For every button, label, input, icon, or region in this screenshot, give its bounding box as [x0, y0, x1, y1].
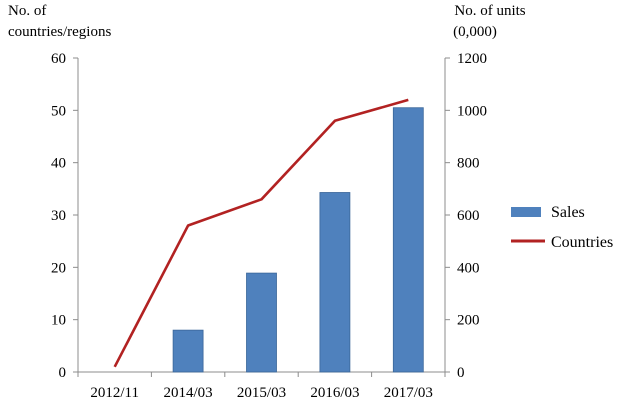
y-left-axis-title-line1: No. of — [8, 3, 46, 19]
x-tick-label: 2015/03 — [237, 385, 286, 401]
line-countries — [113, 98, 409, 368]
y-right-axis-title-line2: (0,000) — [453, 24, 497, 40]
y-right-tick-label: 1000 — [457, 103, 487, 119]
y-left-tick-label: 0 — [59, 365, 67, 381]
y-left-tick-label: 20 — [51, 260, 66, 276]
x-tick-label: 2016/03 — [310, 385, 359, 401]
x-tick-label: 2012/11 — [90, 385, 139, 401]
x-tick-label: 2017/03 — [384, 385, 433, 401]
y-left-tick-label: 40 — [51, 156, 66, 172]
bar-sales — [246, 272, 277, 373]
y-right-tick-label: 0 — [457, 365, 465, 381]
bar-sales — [319, 192, 351, 373]
y-left-axis-title-line2: countries/regions — [8, 24, 111, 40]
y-right-tick-label: 1200 — [457, 51, 487, 67]
y-left-tick-label: 30 — [51, 208, 66, 224]
y-right-axis-title-line1: No. of units — [454, 3, 525, 19]
y-right-tick-label: 200 — [457, 313, 480, 329]
plot-area: 01020304050600200400600800100012002012/1… — [51, 51, 487, 401]
y-left-tick-label: 60 — [51, 51, 66, 67]
legend-countries-label: Countries — [551, 234, 613, 251]
bar-sales — [172, 329, 204, 373]
y-right-tick-label: 600 — [457, 208, 480, 224]
x-tick-label: 2014/03 — [164, 385, 213, 401]
bar-sales — [392, 107, 424, 373]
y-right-tick-label: 400 — [457, 260, 480, 276]
legend: Sales Countries — [511, 204, 613, 251]
legend-sales-swatch — [511, 207, 541, 217]
y-right-tick-label: 800 — [457, 156, 480, 172]
y-left-tick-label: 10 — [51, 313, 66, 329]
legend-sales-label: Sales — [551, 204, 585, 221]
y-left-tick-label: 50 — [51, 103, 66, 119]
